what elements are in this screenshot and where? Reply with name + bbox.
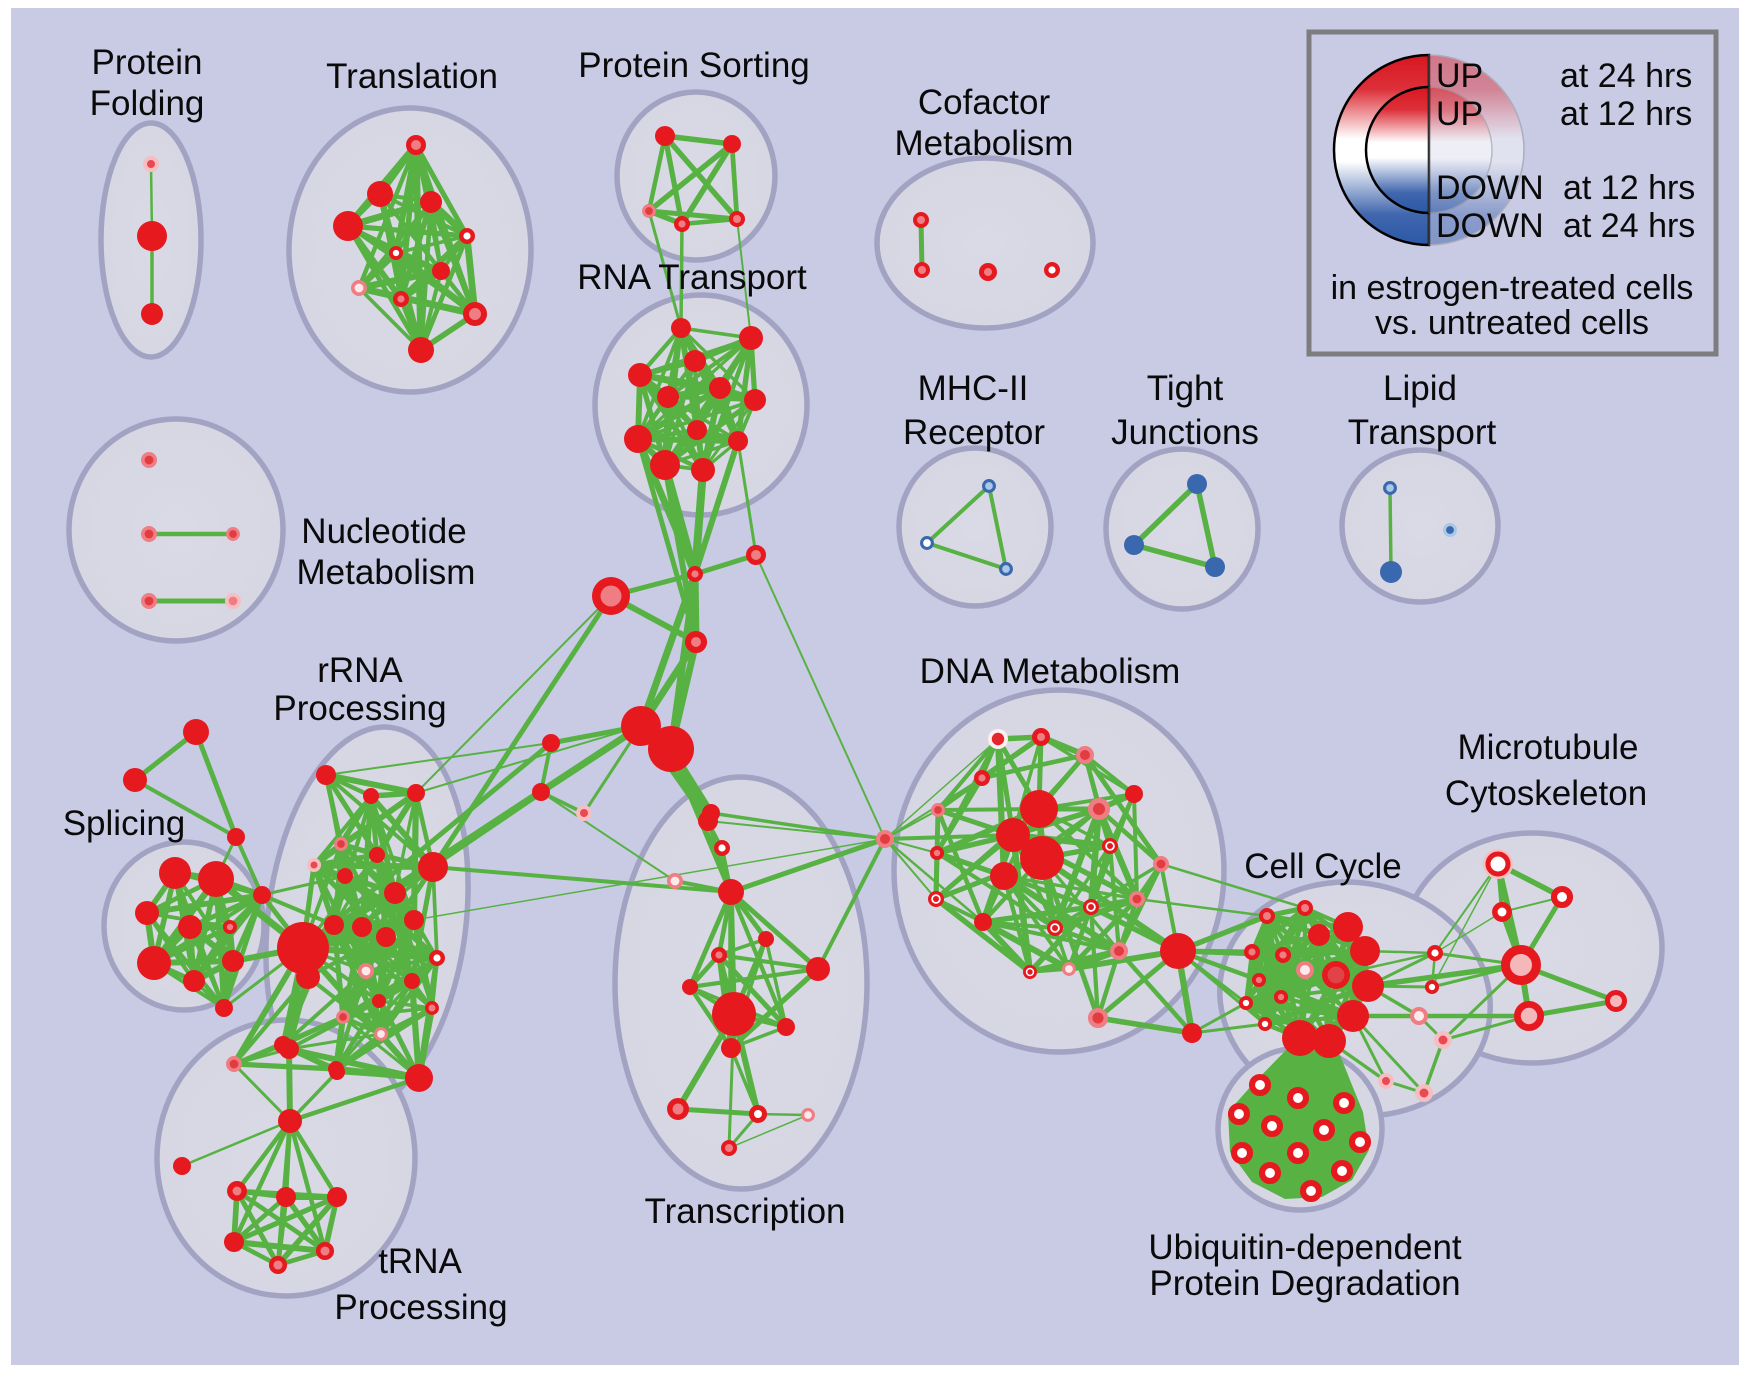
svg-text:Cofactor: Cofactor	[918, 83, 1051, 122]
svg-text:vs. untreated cells: vs. untreated cells	[1375, 304, 1649, 342]
svg-text:Protein Sorting: Protein Sorting	[578, 46, 810, 85]
svg-text:rRNA: rRNA	[317, 651, 403, 690]
svg-text:Transcription: Transcription	[645, 1192, 846, 1231]
svg-text:at 12 hrs: at 12 hrs	[1560, 95, 1692, 133]
svg-text:Protein: Protein	[92, 43, 203, 82]
svg-text:DOWN: DOWN	[1436, 169, 1544, 207]
svg-text:in estrogen-treated cells: in estrogen-treated cells	[1331, 269, 1694, 307]
svg-text:Ubiquitin-dependent: Ubiquitin-dependent	[1148, 1228, 1462, 1267]
svg-text:Receptor: Receptor	[903, 413, 1045, 452]
svg-text:at 12 hrs: at 12 hrs	[1563, 169, 1695, 207]
svg-text:Tight: Tight	[1147, 369, 1224, 408]
svg-text:DOWN: DOWN	[1436, 207, 1544, 245]
svg-text:Lipid: Lipid	[1383, 369, 1457, 408]
svg-text:Transport: Transport	[1348, 413, 1497, 452]
svg-text:DNA Metabolism: DNA Metabolism	[920, 652, 1181, 691]
svg-text:UP: UP	[1436, 95, 1483, 133]
svg-text:Splicing: Splicing	[63, 804, 186, 843]
svg-text:at 24 hrs: at 24 hrs	[1560, 57, 1692, 95]
svg-text:Processing: Processing	[334, 1288, 507, 1327]
svg-text:RNA Transport: RNA Transport	[577, 258, 807, 297]
svg-text:Metabolism: Metabolism	[297, 553, 476, 592]
svg-text:Nucleotide: Nucleotide	[301, 512, 466, 551]
svg-text:Cytoskeleton: Cytoskeleton	[1445, 774, 1647, 813]
svg-text:Protein Degradation: Protein Degradation	[1149, 1264, 1460, 1303]
svg-text:tRNA: tRNA	[378, 1242, 462, 1281]
svg-text:at 24 hrs: at 24 hrs	[1563, 207, 1695, 245]
svg-text:Junctions: Junctions	[1111, 413, 1259, 452]
svg-text:Cell Cycle: Cell Cycle	[1244, 847, 1402, 886]
svg-text:UP: UP	[1436, 57, 1483, 95]
svg-text:Translation: Translation	[326, 57, 498, 96]
svg-text:Folding: Folding	[90, 84, 205, 123]
svg-text:Metabolism: Metabolism	[895, 124, 1074, 163]
svg-text:Microtubule: Microtubule	[1458, 728, 1639, 767]
svg-text:Processing: Processing	[273, 689, 446, 728]
svg-text:MHC-II: MHC-II	[918, 369, 1029, 408]
